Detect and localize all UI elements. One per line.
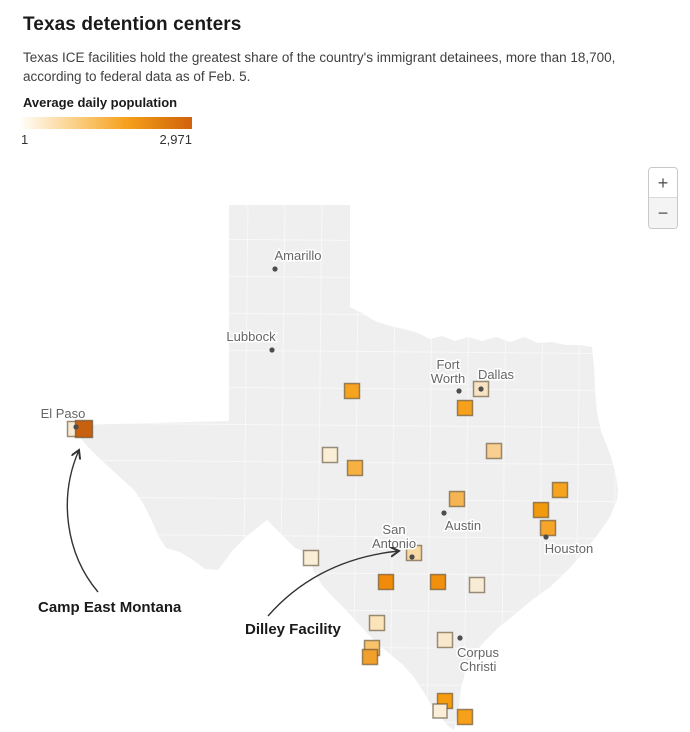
city-dot [543,534,549,540]
facility-square[interactable] [343,382,361,400]
header: Texas detention centers Texas ICE facili… [23,14,643,86]
city-label: El Paso [41,406,86,421]
facility-square[interactable] [456,708,474,726]
facility-square[interactable] [361,648,379,666]
page-title: Texas detention centers [23,14,242,35]
annotation-arrow [267,551,399,617]
annotation-label: Dilley Facility [245,621,342,638]
city-dot [272,266,278,272]
city-dot [457,635,463,641]
facility-square[interactable] [429,573,447,591]
page-description: Texas ICE facilities hold the greatest s… [23,50,616,84]
city-label: Austin [445,518,481,533]
city-label: Fort Worth [431,357,465,386]
map-zoom-control: + − [648,167,678,229]
city-label: Corpus Christi [457,645,499,674]
facility-square[interactable] [485,442,503,460]
facility-square[interactable] [448,490,466,508]
legend-max-value: 2,971 [159,132,192,147]
facility-square[interactable] [302,549,320,567]
facility-square[interactable] [368,614,386,632]
annotation-arrow [66,450,99,593]
facility-square[interactable] [377,573,395,591]
texas-state-shape [74,205,618,730]
city-label: Amarillo [275,248,322,263]
facility-square[interactable] [432,703,448,719]
facility-square[interactable] [321,446,339,464]
facility-square[interactable] [551,481,569,499]
facility-square[interactable] [74,419,94,439]
city-dot [269,347,275,353]
city-dot [441,510,447,516]
zoom-out-button[interactable]: − [649,198,677,228]
facility-square[interactable] [539,519,557,537]
facility-square[interactable] [436,631,454,649]
city-dot [478,386,484,392]
facility-square[interactable] [468,576,486,594]
legend-title: Average daily population [23,95,178,110]
legend-gradient-bar [21,117,192,129]
city-label: Houston [545,541,593,556]
city-dot [73,424,79,430]
facility-square[interactable] [456,399,474,417]
zoom-in-button[interactable]: + [649,168,677,198]
city-dot [409,554,415,560]
city-label: Lubbock [226,329,276,344]
facility-square[interactable] [532,501,550,519]
city-label: Dallas [478,367,515,382]
legend: Average daily population 1 2,971 [21,95,192,147]
annotation-label: Camp East Montana [38,599,182,616]
facility-square[interactable] [346,459,364,477]
city-label: San Antonio [372,522,416,551]
city-dot [456,388,462,394]
legend-min-value: 1 [21,132,29,147]
